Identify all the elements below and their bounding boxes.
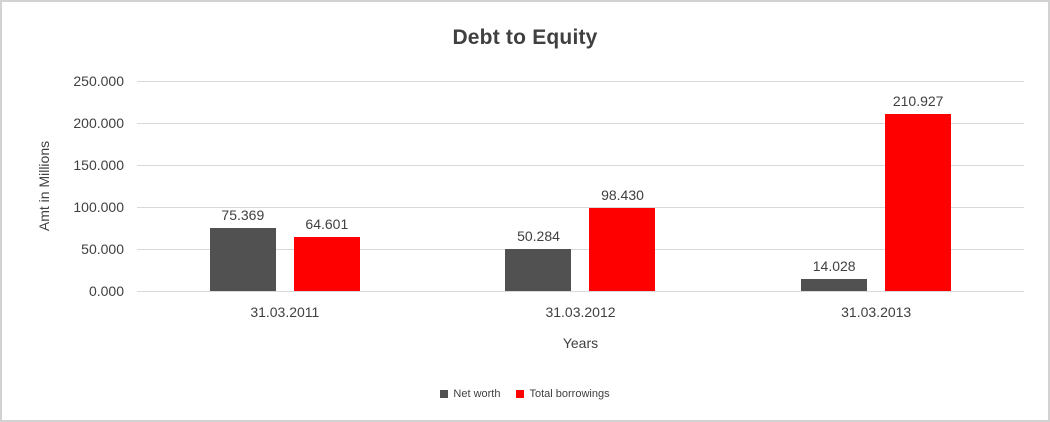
legend-item-net-worth: Net worth [440,388,500,400]
legend-swatch-icon [516,390,525,398]
bar-total-borrowings: 98.430 [589,187,656,291]
bar-net-worth: 50.284 [505,228,572,291]
y-tick-label: 50.000 [81,241,124,257]
x-axis-title: Years [562,335,599,351]
legend-swatch-icon [440,390,449,398]
bar-net-worth: 75.369 [209,207,276,291]
x-tick-label: 31.03.2013 [841,304,912,320]
legend-item-total-borrowings: Total borrowings [516,388,610,400]
bar-total-borrowings: 210.927 [885,93,952,291]
legend-label: Net worth [453,388,501,400]
x-axis-ticks: 31.03.2011 31.03.2012 31.03.2013 [137,304,1024,320]
bar-value-label: 98.430 [601,187,644,204]
y-tick-label: 100.000 [73,199,124,215]
bar-group-31.03.2012: 50.284 98.430 [433,81,729,291]
bar-value-label: 75.369 [221,206,265,223]
gridline [137,81,1024,82]
bar-value-label: 14.028 [812,258,856,275]
plot-area: 75.369 64.601 50.284 98.430 14.028 210.927 [137,81,1024,292]
bar-total-borrowings: 64.601 [293,216,360,291]
bar-net-worth: 14.028 [801,258,868,291]
gridline [137,291,1024,292]
bar-group-31.03.2013: 14.028 210.927 [728,81,1024,291]
bar-group-31.03.2011: 75.369 64.601 [137,81,433,291]
x-tick-label: 31.03.2011 [250,304,320,320]
y-tick-label: 250.000 [73,73,124,89]
y-tick-label: 150.000 [73,157,124,173]
gridline [137,123,1024,124]
y-tick-label: 0.000 [88,283,124,299]
y-tick-label: 200.000 [73,115,124,131]
gridline [137,207,1024,208]
bar-value-label: 64.601 [305,215,349,232]
gridline [137,165,1024,166]
bar-value-label: 210.927 [892,92,944,109]
legend: Net worth Total borrowings [2,388,1048,400]
legend-label: Total borrowings [529,388,610,400]
chart-title: Debt to Equity [452,26,598,49]
bar-value-label: 50.284 [517,227,560,244]
gridline [137,249,1024,250]
x-tick-label: 31.03.2012 [545,304,616,320]
y-axis-ticks: 0.000 50.000 100.000 150.000 200.000 250.000 [2,73,124,299]
